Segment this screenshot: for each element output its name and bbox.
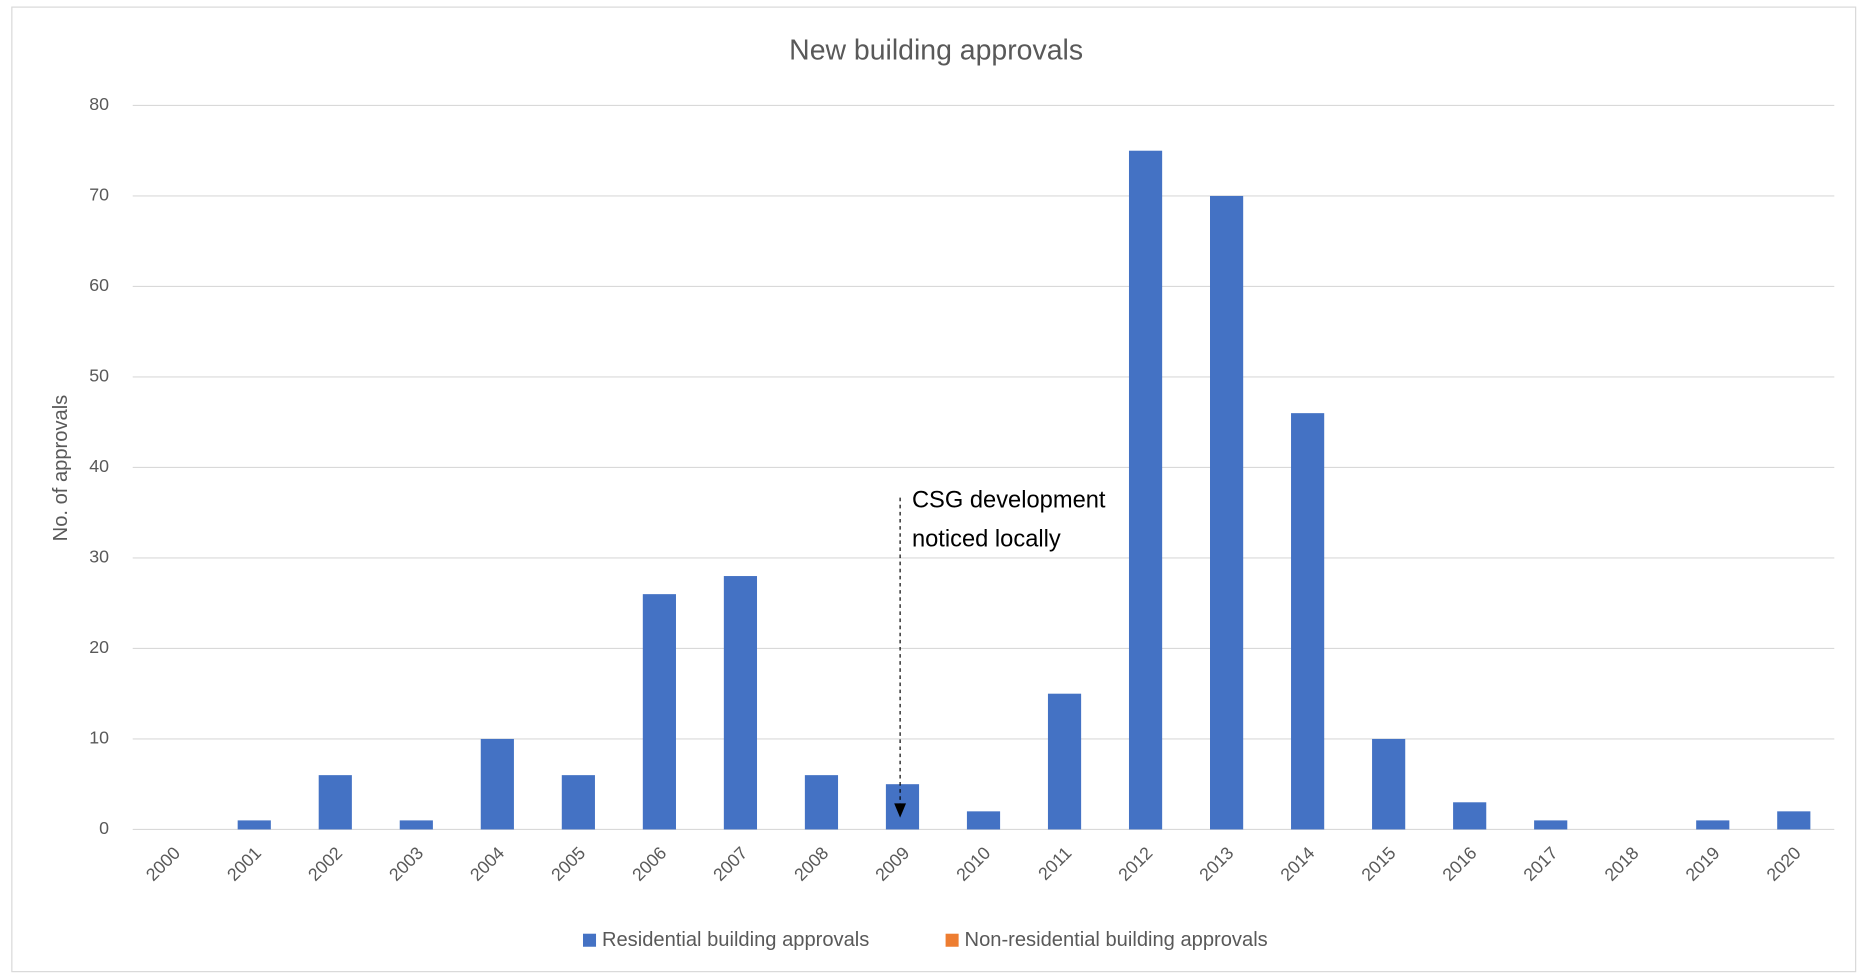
legend-swatch <box>582 933 597 947</box>
y-tick-label: 20 <box>89 637 109 657</box>
y-tick-label: 0 <box>99 818 109 838</box>
annotation-arrowhead <box>894 803 907 818</box>
y-tick-label: 70 <box>89 185 109 205</box>
bar <box>1291 413 1325 830</box>
bar <box>1453 802 1487 830</box>
bar <box>804 775 839 830</box>
chart-title: New building approvals <box>789 35 1083 67</box>
legend-swatch <box>945 933 959 947</box>
bar <box>1534 820 1568 830</box>
bar <box>1210 195 1244 830</box>
bar <box>1128 150 1163 830</box>
bar <box>237 820 271 830</box>
y-tick-label: 60 <box>89 275 109 295</box>
bar <box>966 811 1001 830</box>
y-tick-label: 80 <box>89 94 109 114</box>
y-axis-label: No. of approvals <box>50 395 72 542</box>
annotation-text: CSG development <box>912 487 1106 513</box>
annotation-text: noticed locally <box>912 527 1061 553</box>
legend-label: Residential building approvals <box>602 929 869 951</box>
bar <box>642 594 676 830</box>
bar <box>561 775 595 830</box>
y-tick-label: 30 <box>89 547 109 567</box>
bar <box>1696 820 1730 830</box>
y-tick-label: 10 <box>89 728 109 748</box>
y-tick-label: 40 <box>89 456 109 476</box>
bar <box>399 820 433 830</box>
bar <box>1047 693 1082 830</box>
bar <box>1777 811 1811 830</box>
bar <box>723 576 758 830</box>
bar <box>318 775 352 830</box>
bar <box>1372 738 1406 830</box>
y-tick-label: 50 <box>89 366 109 386</box>
legend-label: Non-residential building approvals <box>965 929 1268 951</box>
bar <box>480 738 514 830</box>
